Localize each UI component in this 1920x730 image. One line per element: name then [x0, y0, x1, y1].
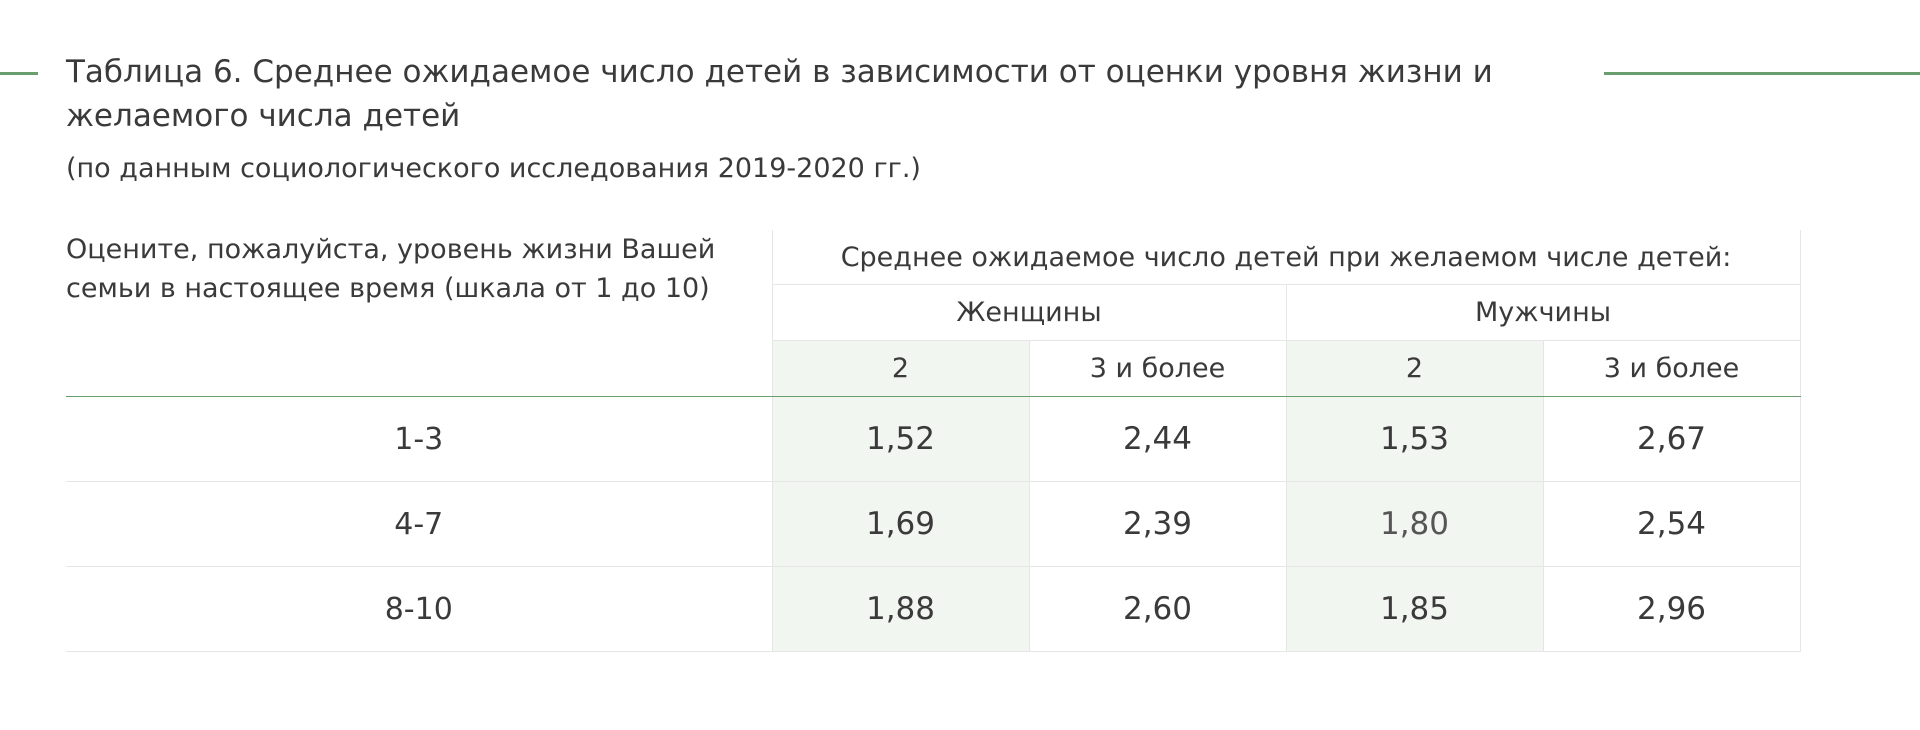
table-row: 8-10 1,88 2,60 1,85 2,96 [66, 566, 1801, 652]
cell-value: 2,54 [1542, 481, 1801, 567]
subheader-men-2: 2 [1285, 340, 1544, 397]
row-range: 4-7 [66, 481, 772, 567]
cell-value: 2,44 [1028, 396, 1287, 482]
cell-value: 1,52 [771, 396, 1030, 482]
table-title: Таблица 6. Среднее ожидаемое число детей… [66, 54, 1493, 134]
group-header: Среднее ожидаемое число детей при желаем… [771, 230, 1801, 285]
cell-value: 1,53 [1285, 396, 1544, 482]
cell-value: 2,67 [1542, 396, 1801, 482]
header-row-sub: 2 3 и более 2 3 и более [66, 340, 1801, 397]
header-row-sex: Женщины Мужчины [66, 284, 1801, 341]
cell-value: 1,88 [771, 566, 1030, 652]
row-range: 8-10 [66, 566, 772, 652]
data-table: Оцените, пожалуйста, уровень жизни Вашей… [66, 230, 1801, 652]
accent-line-right [1604, 72, 1920, 75]
question-header: Оцените, пожалуйста, уровень жизни Вашей… [66, 230, 772, 397]
question-header-text: Оцените, пожалуйста, уровень жизни Вашей… [66, 234, 716, 304]
cell-value: 2,60 [1028, 566, 1287, 652]
row-range: 1-3 [66, 396, 772, 482]
cell-value: 1,80 [1285, 481, 1544, 567]
table-row: 1-3 1,52 2,44 1,53 2,67 [66, 396, 1801, 482]
table-row: 4-7 1,69 2,39 1,80 2,54 [66, 481, 1801, 567]
cell-value: 2,39 [1028, 481, 1287, 567]
subheader-women-2: 2 [771, 340, 1030, 397]
cell-value: 2,96 [1542, 566, 1801, 652]
accent-line-left [0, 72, 38, 75]
cell-value: 1,85 [1285, 566, 1544, 652]
subheader-women-3plus: 3 и более [1028, 340, 1287, 397]
table-subtitle: (по данным социологического исследования… [66, 153, 921, 184]
cell-value: 1,69 [771, 481, 1030, 567]
sex-header-women: Женщины [771, 284, 1287, 341]
header-row-group: Оцените, пожалуйста, уровень жизни Вашей… [66, 230, 1801, 397]
sex-header-men: Мужчины [1285, 284, 1801, 341]
subheader-men-3plus: 3 и более [1542, 340, 1801, 397]
